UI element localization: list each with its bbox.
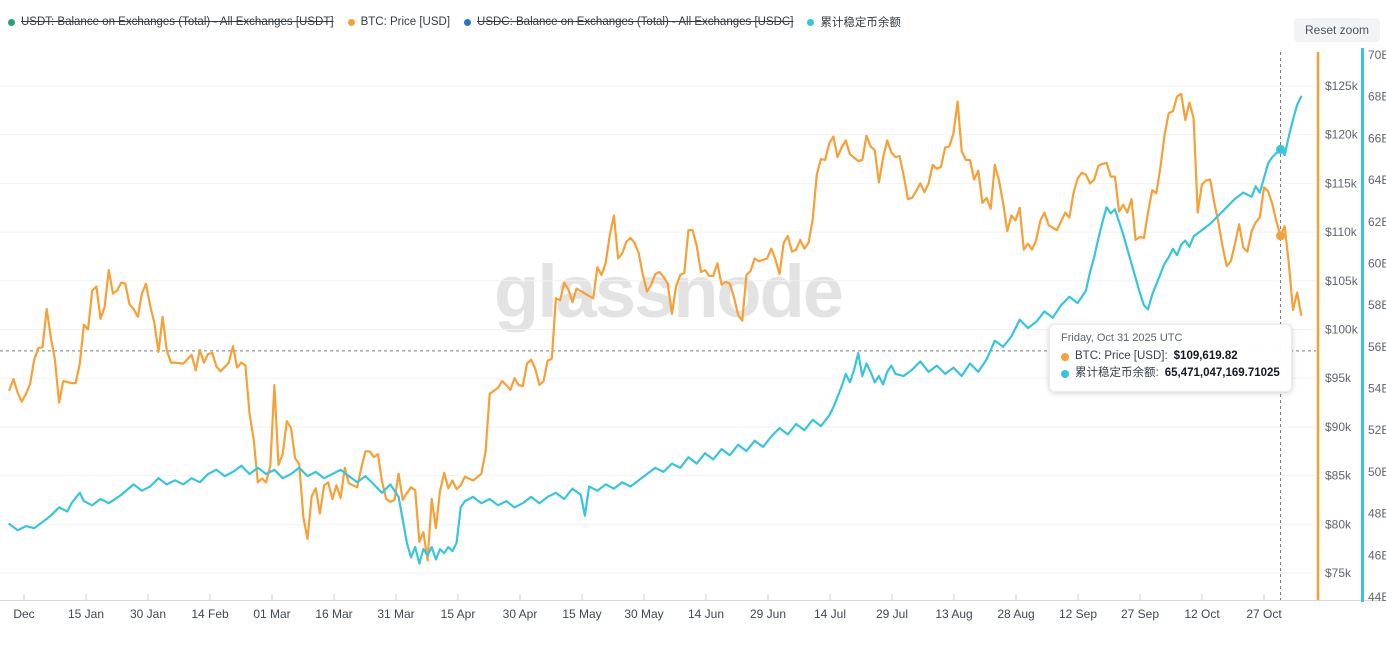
x-axis-label: 30 Apr xyxy=(503,607,538,621)
x-axis-label: 30 May xyxy=(624,607,663,621)
tooltip-value: $109,619.82 xyxy=(1173,350,1238,362)
legend-label: USDC: Balance on Exchanges (Total) - All… xyxy=(477,16,794,28)
balance-axis-label: 52B xyxy=(1368,423,1386,437)
legend-item-stablecoin-total[interactable]: 累计稳定币余额 xyxy=(807,14,901,30)
price-axis-label: $85k xyxy=(1325,469,1352,483)
x-axis-label: 29 Jul xyxy=(876,607,908,621)
price-axis-label: $90k xyxy=(1325,420,1352,434)
price-axis-label: $115k xyxy=(1325,176,1358,190)
balance-axis-label: 70B xyxy=(1368,48,1386,62)
balance-axis-label: 56B xyxy=(1368,340,1386,354)
tooltip-label: 累计稳定币余额: xyxy=(1075,367,1159,380)
x-axis-label: 29 Jun xyxy=(750,607,786,621)
price-axis-label: $80k xyxy=(1325,517,1352,531)
legend-label: USDT: Balance on Exchanges (Total) - All… xyxy=(21,16,334,28)
x-axis-label: 12 Sep xyxy=(1059,607,1097,621)
x-axis-label: 27 Sep xyxy=(1121,607,1159,621)
x-axis-label: 12 Oct xyxy=(1184,607,1220,621)
x-axis-label: 15 Apr xyxy=(441,607,476,621)
balance-axis-label: 58B xyxy=(1368,298,1386,312)
tooltip-value: 65,471,047,169.71025 xyxy=(1164,367,1280,380)
usdt-series-dot xyxy=(8,18,15,26)
balance-axis-label: 60B xyxy=(1368,256,1386,270)
legend-label: BTC: Price [USD] xyxy=(360,16,451,28)
x-axis-label: 15 Jan xyxy=(68,607,104,621)
chart-tooltip: Friday, Oct 31 2025 UTC BTC: Price [USD]… xyxy=(1049,324,1292,392)
balance-axis-label: 64B xyxy=(1368,173,1386,187)
x-axis-label: 31 Mar xyxy=(377,607,414,621)
balance-axis-label: 50B xyxy=(1368,465,1386,479)
tooltip-label: BTC: Price [USD]: xyxy=(1075,350,1168,362)
price-axis-label: $110k xyxy=(1325,225,1358,239)
btc-series-dot xyxy=(347,18,355,26)
stablecoin-balance-line xyxy=(8,95,1303,565)
balance-axis-label: 48B xyxy=(1368,507,1386,521)
price-axis-label: $95k xyxy=(1325,371,1352,385)
usdc-series-dot xyxy=(464,18,472,26)
legend-item-btc-price[interactable]: BTC: Price [USD] xyxy=(347,16,451,28)
price-axis-label: $75k xyxy=(1325,566,1352,580)
x-axis-label: 14 Feb xyxy=(191,607,229,621)
stablecoin-series-dot xyxy=(1061,369,1069,378)
btc-series-dot xyxy=(1061,352,1069,361)
balance-axis-label: 46B xyxy=(1368,548,1386,562)
btc-price-line xyxy=(8,92,1303,562)
balance-axis-label: 62B xyxy=(1368,215,1386,229)
x-axis-label: 13 Aug xyxy=(935,607,972,621)
tooltip-row-stablecoin: 累计稳定币余额: 65,471,047,169.71025 xyxy=(1061,365,1280,382)
x-axis-label: Dec xyxy=(13,607,34,621)
x-axis-label: 28 Aug xyxy=(997,607,1034,621)
x-axis-label: 01 Mar xyxy=(253,607,290,621)
stablecoin-hover-marker xyxy=(1276,144,1286,154)
btc-hover-marker xyxy=(1276,231,1286,241)
x-axis-label: 30 Jan xyxy=(130,607,166,621)
tooltip-row-btc: BTC: Price [USD]: $109,619.82 xyxy=(1061,348,1280,365)
balance-axis-label: 44B xyxy=(1368,590,1386,604)
legend-item-usdc-balance[interactable]: USDC: Balance on Exchanges (Total) - All… xyxy=(464,16,793,28)
x-axis-label: 14 Jun xyxy=(688,607,724,621)
x-axis-label: 14 Jul xyxy=(814,607,846,621)
price-axis-label: $120k xyxy=(1325,128,1359,142)
legend-item-usdt-balance[interactable]: USDT: Balance on Exchanges (Total) - All… xyxy=(8,16,334,28)
x-axis-label: 27 Oct xyxy=(1246,607,1282,621)
balance-axis-label: 54B xyxy=(1368,382,1386,396)
balance-axis-label: 68B xyxy=(1368,90,1386,104)
price-axis-label: $125k xyxy=(1325,79,1359,93)
legend-label: 累计稳定币余额 xyxy=(820,17,901,29)
price-axis-label: $100k xyxy=(1325,323,1359,337)
balance-axis-label: 66B xyxy=(1368,131,1386,145)
x-axis-label: 15 May xyxy=(562,607,601,621)
x-axis-label: 16 Mar xyxy=(315,607,352,621)
chart-legend: USDT: Balance on Exchanges (Total) - All… xyxy=(8,14,901,30)
reset-zoom-button[interactable]: Reset zoom xyxy=(1294,18,1381,42)
price-axis-label: $105k xyxy=(1325,274,1359,288)
stablecoin-series-dot xyxy=(807,18,815,26)
tooltip-date: Friday, Oct 31 2025 UTC xyxy=(1061,332,1183,344)
